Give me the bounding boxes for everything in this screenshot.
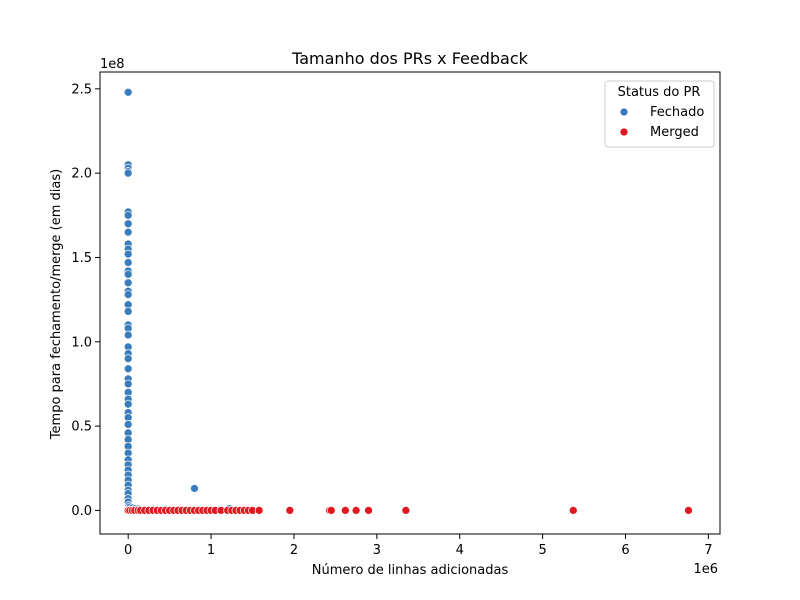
scatter-point-fechado [123,278,133,288]
chart-title: Tamanho dos PRs x Feedback [291,49,529,68]
legend-marker-fechado [619,107,629,117]
x-tick-label: 0 [124,543,132,558]
scatter-point-fechado [123,269,133,279]
legend: Status do PR Fechado Merged [604,80,715,148]
plot-frame [99,71,721,535]
scatter-point-merged [351,506,361,515]
x-tick-label: 4 [456,543,464,558]
scatter-point-fechado [123,399,133,409]
legend-title: Status do PR [618,85,701,100]
scatter-point-merged [684,506,693,515]
scatter-point-merged [401,506,411,515]
scatter-point-fechado [123,290,133,299]
x-axis-label: Número de linhas adicionadas [312,563,509,578]
y-tick-label: 1.5 [71,251,92,266]
y-tick-label: 2.5 [71,82,92,97]
scatter-point-fechado [123,219,133,229]
scatter-point-merged [254,506,264,515]
x-tick-label: 3 [373,543,381,558]
scatter-point-fechado [123,330,133,340]
scatter-point-fechado [123,210,133,220]
y-tick-label: 2.0 [71,167,92,182]
y-tick-label: 0.0 [71,504,92,519]
scatter-point-fechado [123,354,133,363]
scatter-point-fechado [123,379,133,389]
scatter-point-fechado [123,307,133,316]
x-tick-label: 7 [704,543,712,558]
x-tick-label: 6 [621,543,629,558]
y-tick-label: 0.5 [71,420,92,435]
scatter-point-fechado [123,87,133,97]
y-axis-multiplier: 1e8 [100,57,125,72]
scatter-point-fechado [190,484,199,493]
x-tick-label: 2 [290,543,298,558]
scatter-point-merged [568,506,578,515]
scatter-point-fechado [123,364,133,374]
scatter-point-fechado [123,249,133,259]
data-points [123,87,693,515]
x-axis-multiplier: 1e6 [693,562,718,577]
scatter-point-merged [326,506,336,515]
legend-box [604,80,715,148]
x-tick-label: 1 [207,543,215,558]
y-axis-label: Tempo para fechamento/merge (em dias) [49,169,64,440]
legend-label-merged: Merged [650,125,699,140]
y-tick-label: 1.0 [71,335,92,350]
x-tick-label: 5 [538,543,546,558]
scatter-point-fechado [123,227,133,237]
scatter-point-fechado [123,168,133,178]
legend-marker-merged [619,127,629,137]
scatter-point-fechado [123,258,133,267]
scatter-point-merged [364,506,373,515]
legend-label-fechado: Fechado [650,105,704,120]
scatter-point-merged [285,506,295,515]
scatter-point-fechado [123,420,133,429]
scatter-point-merged [340,506,350,515]
x-axis-ticks: 0 1 2 3 4 5 6 7 [124,534,713,558]
y-axis-ticks: 0.0 0.5 1.0 1.5 2.0 2.5 [71,82,100,519]
